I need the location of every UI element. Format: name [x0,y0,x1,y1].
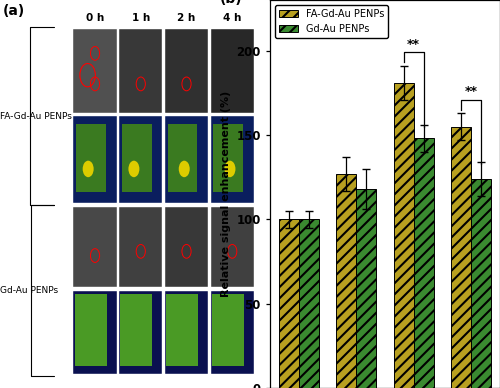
Bar [414,139,434,388]
Bar [119,291,162,374]
Bar [165,207,208,287]
Bar [74,29,116,113]
Bar [471,179,492,388]
Bar [74,291,116,374]
Bar [210,207,254,287]
Bar [165,116,208,203]
Bar [336,174,356,388]
Text: 1 h: 1 h [132,13,150,23]
Bar [74,207,116,287]
Bar [76,123,106,192]
Bar [165,291,208,374]
Bar [210,116,254,203]
Text: 2 h: 2 h [178,13,196,23]
Text: Gd-Au PENPs: Gd-Au PENPs [0,286,58,295]
Bar [210,291,254,374]
Text: 0 h: 0 h [86,13,104,23]
Text: (a): (a) [2,4,25,18]
Bar [122,123,152,192]
Bar [120,294,152,366]
Text: **: ** [407,38,420,50]
Bar [210,29,254,113]
Bar [214,123,243,192]
Bar [74,294,107,366]
Bar [165,116,208,203]
Text: **: ** [464,85,477,98]
Bar [119,116,162,203]
Bar [74,116,116,203]
Y-axis label: Relative signal enhancement (%): Relative signal enhancement (%) [221,91,231,297]
Bar [212,294,244,366]
Bar [210,116,254,203]
Text: 4 h: 4 h [223,13,242,23]
Bar [74,116,116,203]
Bar [168,123,197,192]
Bar [394,83,413,388]
Text: FA-Gd-Au PENPs: FA-Gd-Au PENPs [0,112,72,121]
Bar [119,291,162,374]
Circle shape [224,161,235,177]
Legend: FA-Gd-Au PENPs, Gd-Au PENPs: FA-Gd-Au PENPs, Gd-Au PENPs [275,5,388,38]
Bar [278,219,298,388]
Circle shape [128,161,140,177]
Bar [451,126,471,388]
Text: (b): (b) [220,0,242,6]
Bar [356,189,376,388]
Bar [119,116,162,203]
Bar [74,291,116,374]
Circle shape [178,161,190,177]
Circle shape [82,161,94,177]
Bar [119,29,162,113]
Bar [119,207,162,287]
Bar [166,294,198,366]
Bar [165,291,208,374]
Bar [298,219,319,388]
Bar [165,29,208,113]
Bar [210,291,254,374]
